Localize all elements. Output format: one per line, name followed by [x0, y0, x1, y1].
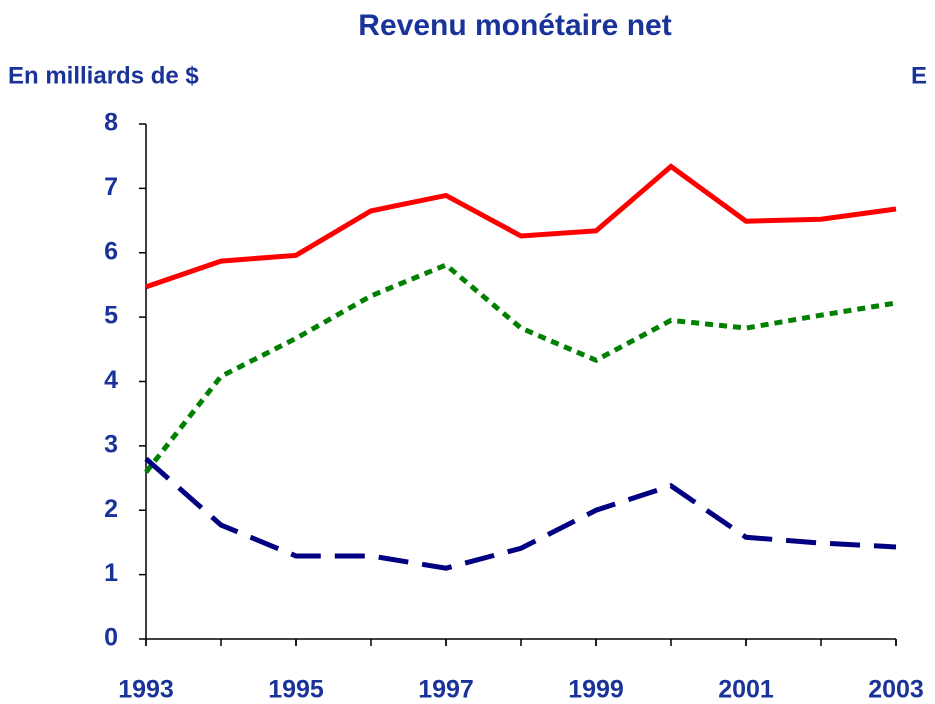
y-tick-label: 0 [104, 624, 118, 652]
y-tick-label: 6 [104, 237, 118, 265]
y-tick-label: 2 [104, 495, 118, 523]
series-line [144, 262, 897, 474]
x-tick-label: 1999 [568, 676, 624, 704]
chart-title: Revenu monétaire net [358, 9, 671, 42]
y-tick-label: 1 [104, 559, 118, 587]
series-line [144, 456, 897, 571]
x-tick-label: 2003 [868, 676, 924, 704]
series-line [145, 163, 897, 290]
y-tick-label: 4 [104, 366, 118, 394]
x-tick-label: 1995 [268, 676, 324, 704]
x-tick-label: 2001 [718, 676, 774, 704]
y-tick-label: 5 [104, 302, 118, 330]
x-tick-label: 1997 [418, 676, 474, 704]
x-tick-label: 1993 [118, 676, 174, 704]
y-axis-label: En milliards de $ [8, 62, 199, 89]
y-tick-label: 3 [104, 430, 118, 458]
y-tick-label: 8 [104, 109, 118, 137]
annotation: E [911, 62, 927, 89]
y-tick-label: 7 [104, 173, 118, 201]
